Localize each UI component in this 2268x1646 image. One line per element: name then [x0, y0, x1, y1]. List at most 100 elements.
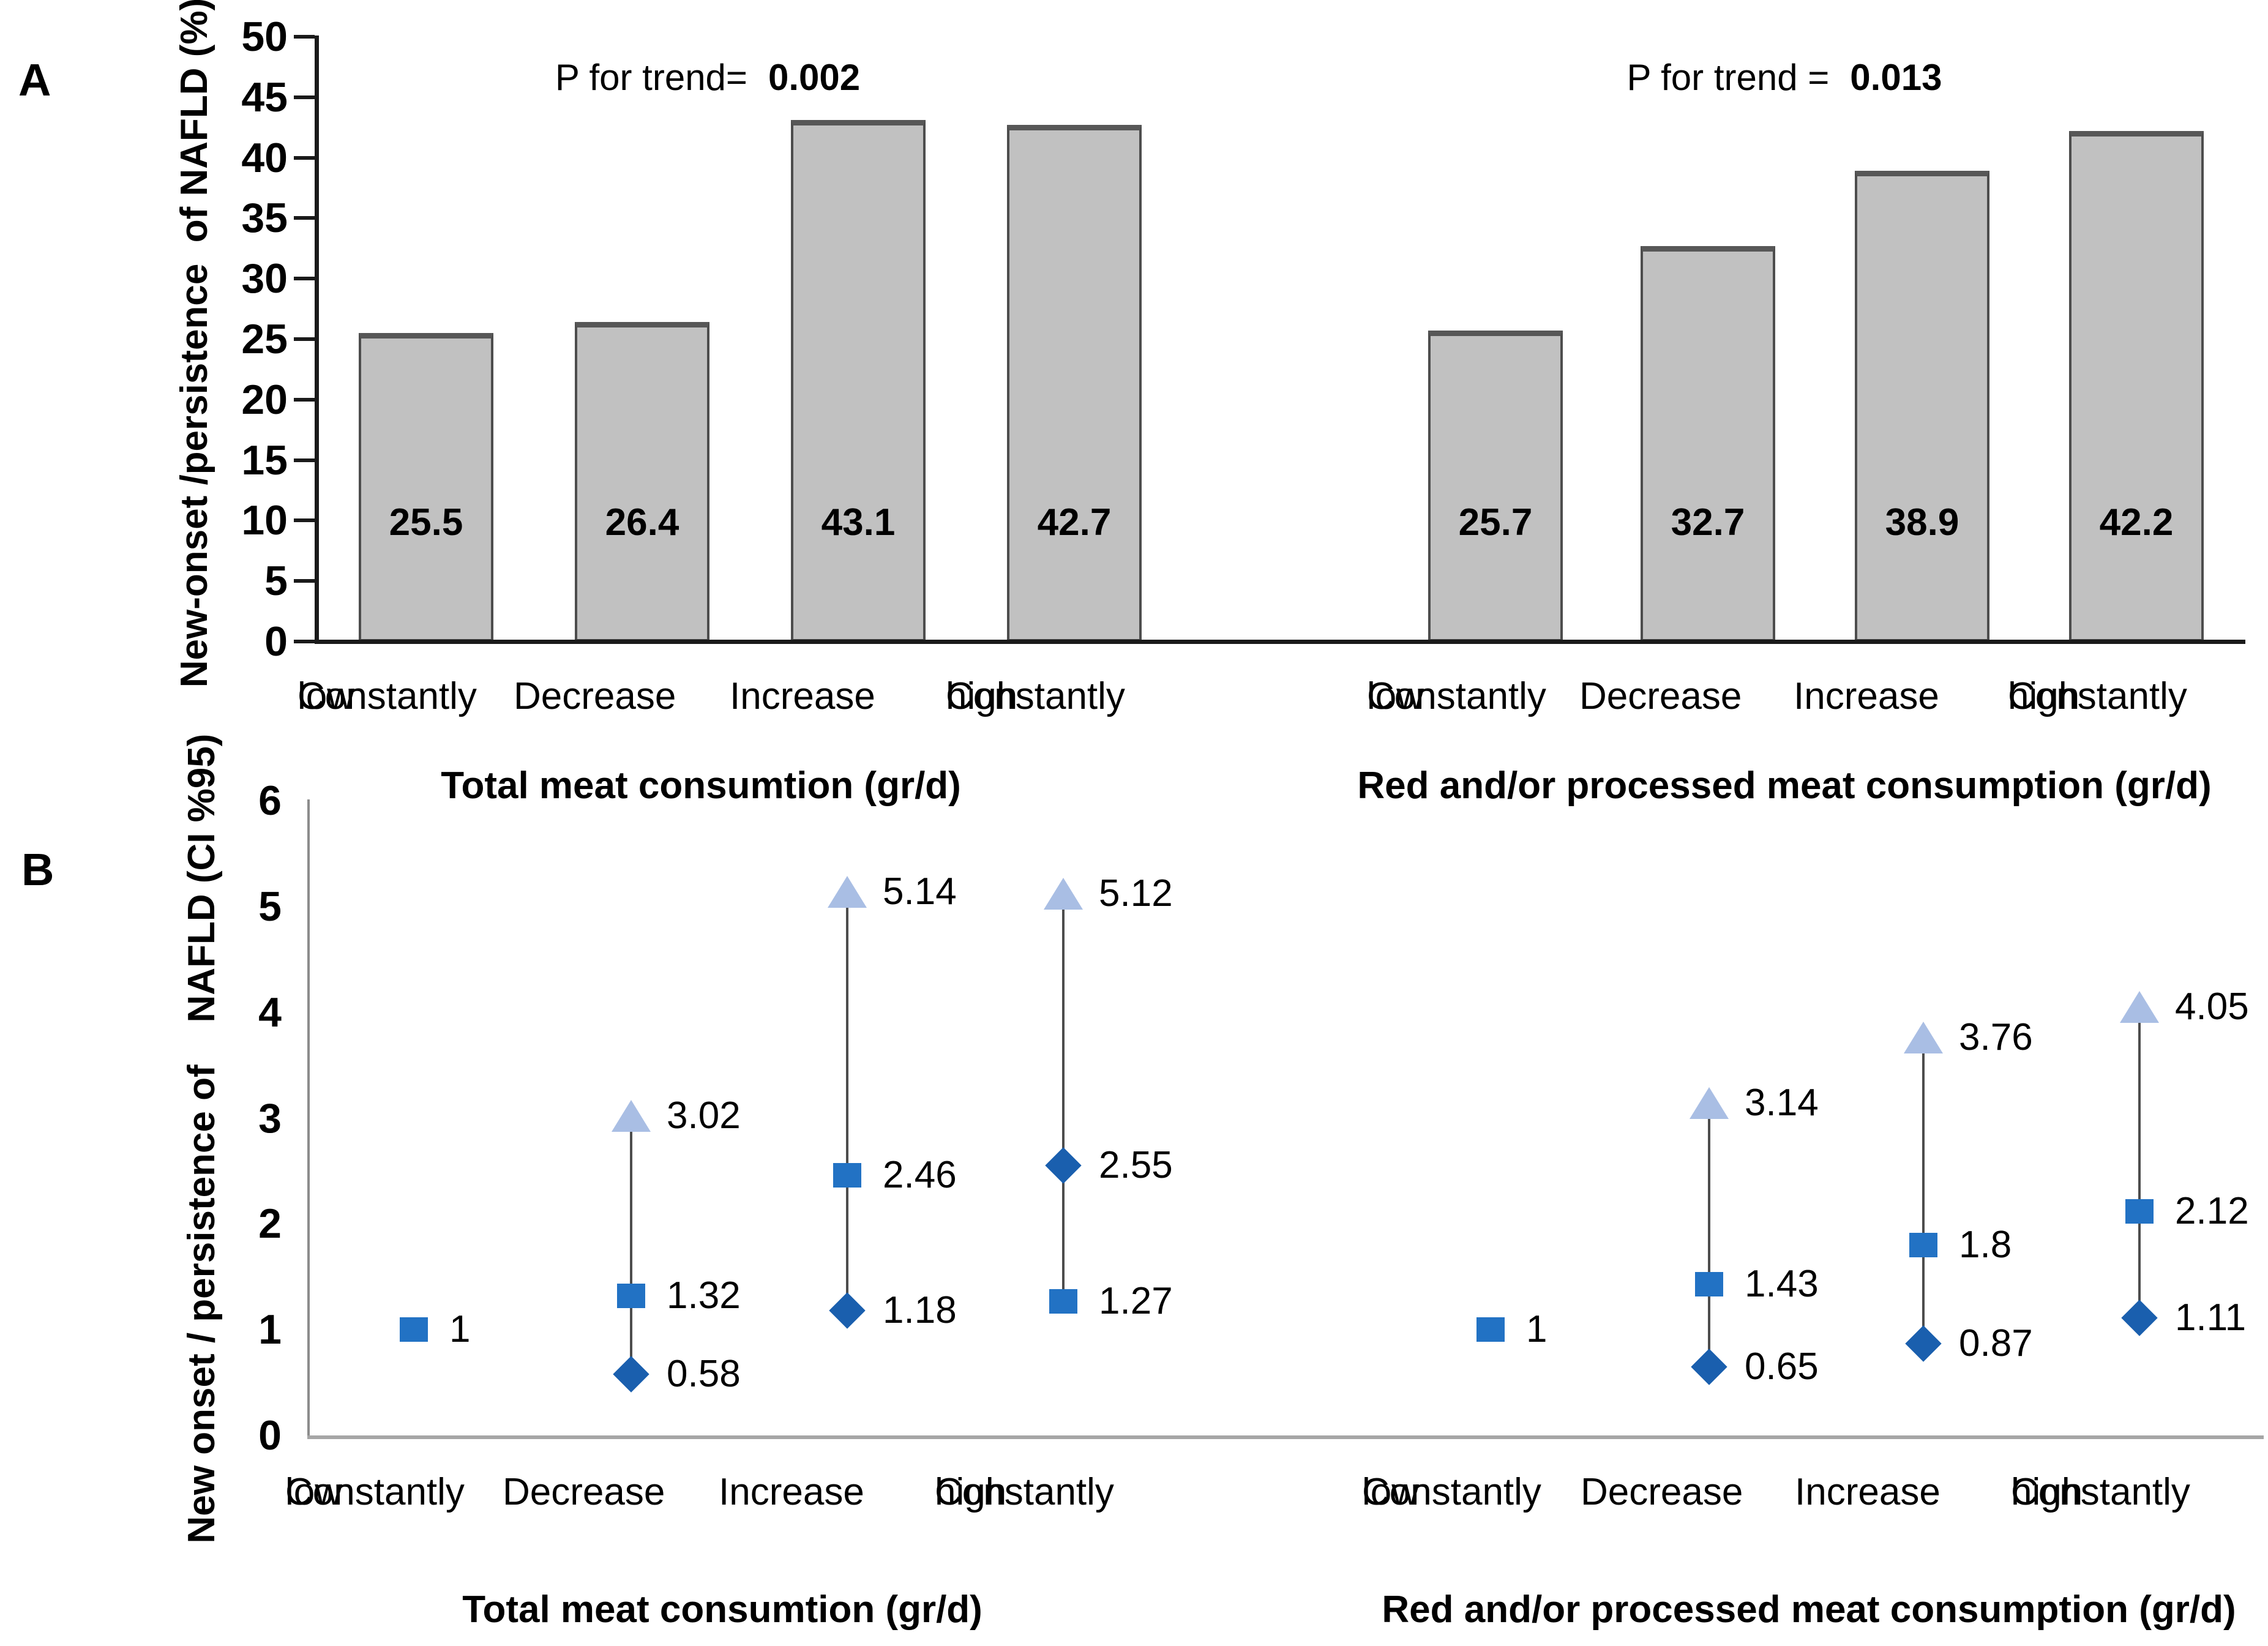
- bar-value-label: 43.1: [821, 501, 896, 544]
- y-tick-mark: [294, 277, 315, 281]
- panel-b-left-x-axis-title: Total meat consumtion (gr/d): [462, 1588, 982, 1631]
- y-tick-label: 10: [241, 497, 288, 544]
- panel-b-right-x-axis-title: Red and/or processed meat consumption (g…: [1382, 1588, 2236, 1631]
- category-label-line: low: [285, 1471, 343, 1513]
- ci-value-label: 1.11: [2175, 1296, 2247, 1339]
- y-tick-label: 50: [241, 13, 288, 60]
- bar: [575, 322, 709, 642]
- y-tick-mark: [294, 518, 315, 523]
- ci-value-label: 4.05: [2175, 986, 2249, 1028]
- category-label-line: low: [298, 675, 355, 717]
- y-tick-label: 15: [241, 436, 288, 484]
- y-tick-label: 0: [258, 1412, 282, 1459]
- ci-value-label: 2.46: [883, 1153, 957, 1196]
- y-tick-label: 20: [241, 376, 288, 423]
- ci-line: [846, 891, 848, 1311]
- ci-value-label: 5.14: [883, 870, 957, 913]
- ci-marker-triangle: [1690, 1087, 1729, 1120]
- ci-marker-square: [1049, 1289, 1077, 1314]
- y-tick-mark: [294, 337, 315, 341]
- ci-value-label: 3.14: [1745, 1082, 1819, 1124]
- y-tick-label: 6: [258, 777, 282, 825]
- category-label-line: Increase: [719, 1471, 864, 1513]
- ci-value-label: 1: [1526, 1308, 1548, 1351]
- panel-a-y-axis-line: [315, 36, 319, 644]
- category-label-line: Increase: [1794, 675, 1939, 717]
- panel-b-letter: B: [21, 844, 54, 895]
- ci-value-label: 0.65: [1745, 1345, 1819, 1388]
- y-tick-label: 3: [258, 1094, 282, 1142]
- ci-value-label: 3.02: [667, 1094, 741, 1137]
- panel-a-x-axis-line: [315, 640, 2245, 644]
- category-label-line: Constantly: [1362, 1471, 1541, 1513]
- category-label-line: high: [2008, 675, 2080, 717]
- y-tick-mark: [294, 95, 315, 99]
- ci-value-label: 3.76: [1959, 1016, 2033, 1059]
- ci-line: [1062, 894, 1065, 1301]
- ci-marker-triangle: [612, 1100, 651, 1132]
- category-label-line: Constantly: [2008, 675, 2187, 717]
- ci-marker-square: [617, 1283, 645, 1308]
- y-tick-label: 5: [258, 883, 282, 930]
- ci-marker-diamond: [1691, 1348, 1727, 1385]
- ci-marker-diamond: [1905, 1325, 1942, 1362]
- bar: [1007, 125, 1142, 642]
- category-label-line: Decrease: [1581, 1471, 1743, 1513]
- category-label-line: Constantly: [2011, 1471, 2190, 1513]
- y-tick-mark: [294, 155, 315, 160]
- bar-value-label: 42.7: [1037, 501, 1112, 544]
- y-tick-mark: [294, 35, 315, 39]
- y-tick-label: 30: [241, 255, 288, 302]
- category-label-line: Constantly: [935, 1471, 1114, 1513]
- ci-marker-triangle: [1044, 878, 1083, 910]
- ci-marker-triangle: [828, 875, 867, 908]
- ci-marker-diamond: [2121, 1300, 2158, 1336]
- category-label-line: Constantly: [946, 675, 1125, 717]
- category-label-line: Increase: [730, 675, 875, 717]
- bar-value-label: 26.4: [605, 501, 679, 544]
- ci-line: [2138, 1007, 2141, 1319]
- p-for-trend-left: P for trend= 0.002: [402, 56, 1014, 99]
- ci-marker-square: [1476, 1317, 1505, 1342]
- ci-marker-diamond: [1045, 1147, 1082, 1184]
- p-for-trend-left-label: P for trend=: [555, 57, 747, 98]
- ci-marker-triangle: [1904, 1022, 1943, 1054]
- bar: [1428, 331, 1563, 642]
- category-label-line: Increase: [1795, 1471, 1941, 1513]
- y-tick-label: 45: [241, 73, 288, 121]
- ci-marker-square: [1695, 1271, 1723, 1296]
- p-for-trend-right-label: P for trend =: [1626, 57, 1830, 98]
- ci-marker-triangle: [2120, 991, 2159, 1023]
- ci-value-label: 5.12: [1099, 872, 1173, 915]
- category-label-line: high: [2011, 1471, 2083, 1513]
- ci-value-label: 1.27: [1099, 1279, 1173, 1322]
- panel-a-right-x-axis-title: Red and/or processed meat consumption (g…: [1357, 765, 2212, 807]
- bar: [2069, 131, 2204, 642]
- category-label-line: high: [946, 675, 1018, 717]
- p-for-trend-left-value: 0.002: [768, 57, 861, 98]
- category-label-line: low: [1367, 675, 1424, 717]
- ci-value-label: 1.43: [1745, 1262, 1819, 1305]
- category-label-line: Decrease: [1579, 675, 1742, 717]
- y-tick-mark: [294, 216, 315, 220]
- ci-marker-square: [833, 1162, 861, 1188]
- y-tick-label: 0: [264, 618, 288, 665]
- y-tick-mark: [294, 640, 315, 643]
- y-tick-label: 4: [258, 989, 282, 1036]
- bar-value-label: 25.5: [389, 501, 463, 544]
- category-label-line: high: [935, 1471, 1007, 1513]
- category-label-line: Decrease: [503, 1471, 665, 1513]
- y-tick-label: 40: [241, 134, 288, 181]
- y-tick-label: 2: [258, 1200, 282, 1248]
- bar: [1641, 245, 1775, 642]
- panel-a-left-x-axis-title: Total meat consumtion (gr/d): [441, 765, 961, 807]
- category-label-line: Constantly: [298, 675, 477, 717]
- ci-marker-diamond: [613, 1356, 649, 1393]
- category-label-line: Decrease: [514, 675, 676, 717]
- y-tick-label: 5: [264, 558, 288, 605]
- p-for-trend-right: P for trend = 0.013: [1478, 56, 2090, 99]
- bar-value-label: 38.9: [1885, 501, 1959, 544]
